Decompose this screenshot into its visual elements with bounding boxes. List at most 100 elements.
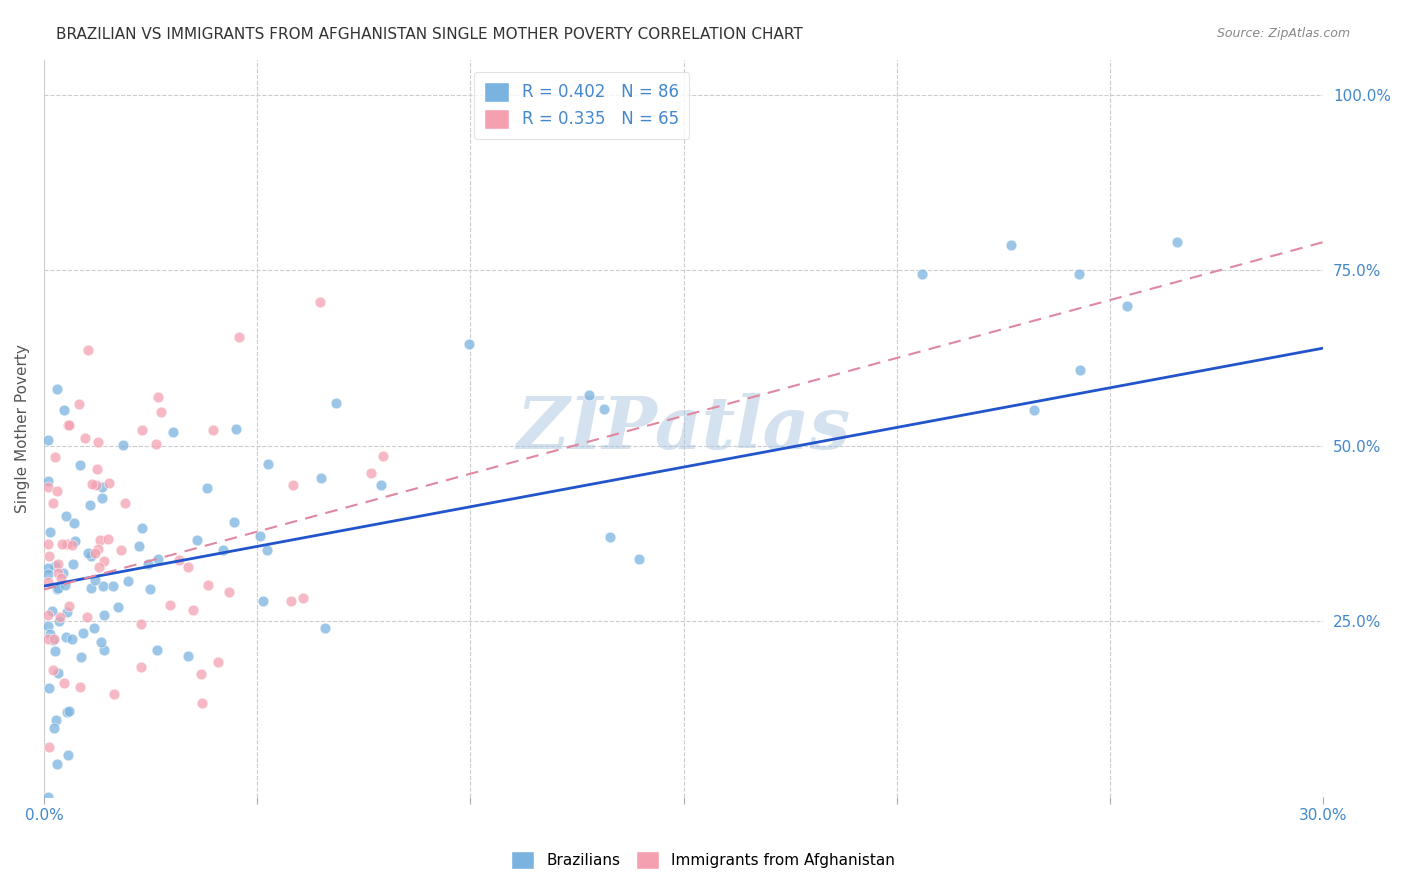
- Immigrants from Afghanistan: [98, 476, 121, 491]
- Brazilians: [37, 566, 59, 581]
- Brazilians: [145, 643, 167, 657]
- Brazilians: [56, 706, 79, 720]
- Brazilians: [45, 756, 67, 771]
- Brazilians: [60, 632, 83, 647]
- Brazilians: [83, 573, 105, 587]
- Immigrants from Afghanistan: [73, 431, 96, 445]
- Immigrants from Afghanistan: [84, 546, 107, 560]
- Brazilians: [46, 581, 69, 595]
- Brazilians: [44, 644, 66, 658]
- Immigrants from Afghanistan: [207, 655, 229, 669]
- Brazilians: [257, 458, 280, 472]
- Brazilians: [53, 578, 76, 592]
- Immigrants from Afghanistan: [80, 476, 103, 491]
- Brazilians: [195, 482, 218, 496]
- Text: Source: ZipAtlas.com: Source: ZipAtlas.com: [1216, 27, 1350, 40]
- Brazilians: [93, 608, 115, 623]
- Legend: Brazilians, Immigrants from Afghanistan: Brazilians, Immigrants from Afghanistan: [505, 845, 901, 875]
- Y-axis label: Single Mother Poverty: Single Mother Poverty: [15, 343, 30, 513]
- Immigrants from Afghanistan: [77, 343, 100, 357]
- Brazilians: [63, 516, 86, 530]
- Brazilians: [52, 566, 75, 580]
- Brazilians: [65, 534, 87, 549]
- Brazilians: [38, 524, 60, 539]
- Brazilians: [224, 515, 246, 529]
- Immigrants from Afghanistan: [67, 396, 90, 410]
- Brazilians: [91, 491, 114, 506]
- Brazilians: [309, 471, 332, 485]
- Immigrants from Afghanistan: [97, 532, 120, 546]
- Brazilians: [58, 704, 80, 718]
- Immigrants from Afghanistan: [51, 537, 73, 551]
- Brazilians: [38, 681, 60, 695]
- Immigrants from Afghanistan: [371, 449, 394, 463]
- Immigrants from Afghanistan: [46, 558, 69, 572]
- Brazilians: [146, 552, 169, 566]
- Immigrants from Afghanistan: [110, 542, 132, 557]
- Brazilians: [111, 438, 134, 452]
- Brazilians: [212, 542, 235, 557]
- Brazilians: [37, 619, 59, 633]
- Brazilians: [131, 521, 153, 535]
- Brazilians: [256, 543, 278, 558]
- Brazilians: [1069, 363, 1091, 377]
- Brazilians: [55, 630, 77, 644]
- Brazilians: [370, 477, 392, 491]
- Immigrants from Afghanistan: [87, 435, 110, 450]
- Brazilians: [90, 635, 112, 649]
- Brazilians: [103, 579, 125, 593]
- Brazilians: [42, 721, 65, 735]
- Brazilians: [138, 582, 160, 596]
- Brazilians: [1069, 267, 1091, 281]
- Text: ZIPatlas: ZIPatlas: [516, 392, 851, 464]
- Immigrants from Afghanistan: [87, 560, 110, 574]
- Brazilians: [128, 540, 150, 554]
- Brazilians: [1000, 238, 1022, 252]
- Immigrants from Afghanistan: [42, 663, 65, 677]
- Brazilians: [45, 582, 67, 596]
- Immigrants from Afghanistan: [49, 571, 72, 585]
- Immigrants from Afghanistan: [42, 632, 65, 647]
- Brazilians: [37, 433, 59, 447]
- Brazilians: [1024, 403, 1046, 417]
- Immigrants from Afghanistan: [218, 584, 240, 599]
- Brazilians: [37, 561, 59, 575]
- Brazilians: [37, 474, 59, 488]
- Immigrants from Afghanistan: [360, 466, 382, 480]
- Brazilians: [44, 559, 66, 574]
- Immigrants from Afghanistan: [103, 687, 125, 701]
- Immigrants from Afghanistan: [202, 423, 225, 437]
- Immigrants from Afghanistan: [37, 480, 59, 494]
- Brazilians: [325, 396, 347, 410]
- Legend: R = 0.402   N = 86, R = 0.335   N = 65: R = 0.402 N = 86, R = 0.335 N = 65: [474, 71, 689, 139]
- Immigrants from Afghanistan: [181, 603, 204, 617]
- Immigrants from Afghanistan: [42, 496, 65, 510]
- Brazilians: [46, 665, 69, 680]
- Brazilians: [70, 649, 93, 664]
- Immigrants from Afghanistan: [76, 610, 98, 624]
- Immigrants from Afghanistan: [38, 549, 60, 563]
- Brazilians: [162, 425, 184, 440]
- Brazilians: [249, 529, 271, 543]
- Immigrants from Afghanistan: [145, 436, 167, 450]
- Immigrants from Afghanistan: [37, 632, 59, 647]
- Brazilians: [117, 574, 139, 589]
- Brazilians: [56, 605, 79, 619]
- Immigrants from Afghanistan: [56, 537, 79, 551]
- Immigrants from Afghanistan: [150, 405, 173, 419]
- Brazilians: [80, 582, 103, 596]
- Brazilians: [578, 388, 600, 402]
- Immigrants from Afghanistan: [190, 696, 212, 710]
- Brazilians: [62, 557, 84, 571]
- Brazilians: [79, 498, 101, 512]
- Brazilians: [41, 604, 63, 618]
- Brazilians: [93, 643, 115, 657]
- Immigrants from Afghanistan: [131, 423, 153, 437]
- Immigrants from Afghanistan: [37, 607, 59, 622]
- Brazilians: [252, 594, 274, 608]
- Immigrants from Afghanistan: [167, 552, 190, 566]
- Brazilians: [186, 533, 208, 547]
- Immigrants from Afghanistan: [159, 598, 181, 612]
- Text: BRAZILIAN VS IMMIGRANTS FROM AFGHANISTAN SINGLE MOTHER POVERTY CORRELATION CHART: BRAZILIAN VS IMMIGRANTS FROM AFGHANISTAN…: [56, 27, 803, 42]
- Immigrants from Afghanistan: [197, 578, 219, 592]
